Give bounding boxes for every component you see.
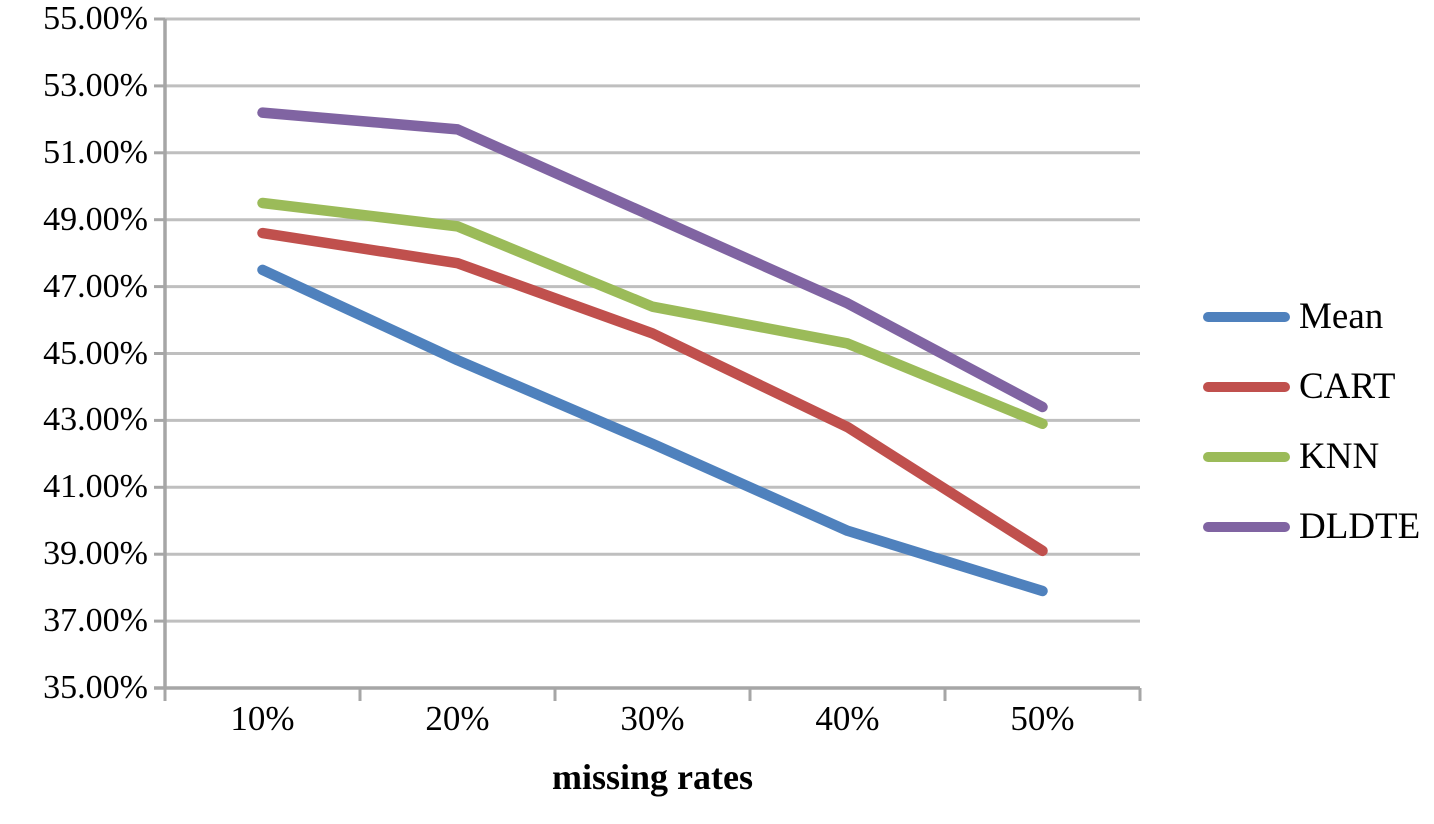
legend-swatch-cart <box>1203 382 1290 392</box>
y-tick-label: 45.00% <box>43 334 148 372</box>
legend-label: CART <box>1299 366 1396 407</box>
y-tick-label: 35.00% <box>43 669 148 706</box>
legend-item-knn: KNN <box>1203 422 1420 492</box>
legend-swatch-knn <box>1203 452 1290 462</box>
legend-label: DLDTE <box>1299 506 1421 547</box>
series-line-knn <box>257 197 1048 429</box>
series-line-dldte <box>257 107 1048 413</box>
x-tick-label: 40% <box>815 699 880 738</box>
x-tick-label: 50% <box>1010 699 1075 738</box>
x-tick-label: 20% <box>425 699 490 738</box>
y-tick-label: 53.00% <box>43 66 148 104</box>
x-tick-label: 10% <box>230 699 295 738</box>
y-tick-label: 37.00% <box>43 602 148 640</box>
legend-item-mean: Mean <box>1203 282 1420 352</box>
x-axis-title: missing rates <box>552 757 753 797</box>
y-tick-label: 55.00% <box>43 0 148 37</box>
y-tick-label: 39.00% <box>43 535 148 573</box>
legend-label: Mean <box>1299 296 1384 337</box>
y-tick-label: 47.00% <box>43 267 148 305</box>
series-line-mean <box>257 264 1048 597</box>
x-tick-label: 30% <box>620 699 685 738</box>
legend-swatch-mean <box>1203 312 1290 322</box>
y-tick-label: 51.00% <box>43 133 148 171</box>
legend-swatch-dldte <box>1203 522 1290 532</box>
legend-item-cart: CART <box>1203 352 1420 422</box>
legend-label: KNN <box>1299 436 1380 477</box>
y-tick-label: 43.00% <box>43 401 148 439</box>
legend: Mean CART KNN DLDTE <box>1203 282 1420 562</box>
series-line-cart <box>257 227 1048 557</box>
y-tick-label: 49.00% <box>43 200 148 238</box>
y-tick-label: 41.00% <box>43 468 148 506</box>
legend-item-dldte: DLDTE <box>1203 492 1420 562</box>
